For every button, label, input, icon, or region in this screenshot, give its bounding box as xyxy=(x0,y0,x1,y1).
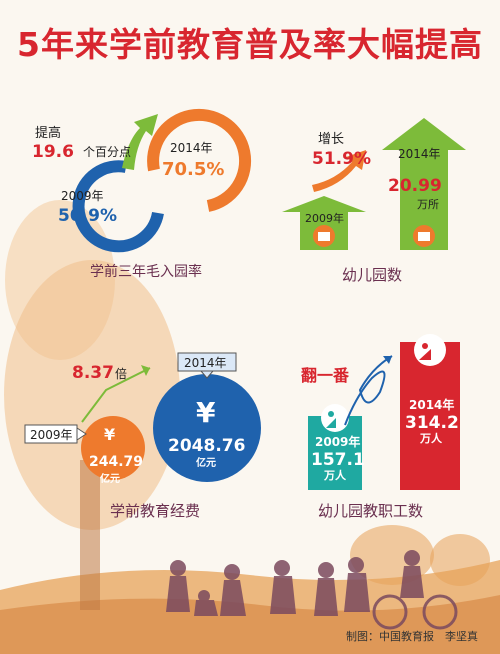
yuan-symbol-2014: ¥ xyxy=(196,396,216,429)
staff-unit-2009: 万人 xyxy=(323,468,347,482)
ring-increase-prefix: 提高 xyxy=(35,125,61,141)
funding-year-2014: 2014年 xyxy=(184,356,227,370)
staff-year-2009: 2009年 xyxy=(315,434,360,449)
bar-arrow-2014 xyxy=(382,118,466,250)
staff-increase-text: 翻一番 xyxy=(301,366,350,385)
ring-value-2014: 70.5% xyxy=(162,159,224,180)
funding-year-2009: 2009年 xyxy=(30,428,73,442)
bar-year-2014: 2014年 xyxy=(398,147,441,161)
ring-increase-unit: 个百分点 xyxy=(83,145,131,159)
teacher-icon-2014 xyxy=(422,343,428,349)
staff-value-2014: 314.2 xyxy=(405,413,459,433)
staff-bar-2014 xyxy=(400,342,460,490)
funding-value-2014: 2048.76 xyxy=(168,436,245,456)
teacher-body-2009 xyxy=(326,418,336,428)
funding-increase-arrowhead xyxy=(141,365,150,376)
bubble-2014 xyxy=(153,374,261,482)
building-icon-2014 xyxy=(418,232,430,241)
staff-year-2014: 2014年 xyxy=(409,397,454,412)
tree-right-2 xyxy=(430,534,490,586)
building-icon-2009 xyxy=(318,232,330,241)
staff-increase-arrowhead xyxy=(383,356,392,364)
children-silhouettes xyxy=(166,550,458,630)
ring-increase-value: 19.6 xyxy=(32,142,74,162)
ring-year-2014: 2014年 xyxy=(170,141,213,155)
bubble-2009 xyxy=(81,416,145,480)
ring-year-2009: 2009年 xyxy=(61,189,104,203)
funding-increase-line xyxy=(81,367,151,423)
bar-year-2009: 2009年 xyxy=(305,211,344,225)
funding-increase-value: 8.37 xyxy=(72,363,114,383)
funding-increase-unit: 倍 xyxy=(115,366,127,381)
increase-arrow xyxy=(122,114,158,170)
yuan-symbol-2009: ¥ xyxy=(104,425,115,444)
ring-2009 xyxy=(72,160,164,253)
page-title: 5年来学前教育普及率大幅提高 xyxy=(17,25,483,64)
staff-increase-arrow xyxy=(344,355,393,426)
ring-value-2009: 50.9% xyxy=(58,206,117,226)
credit-text: 制图：中国教育报 李坚真 xyxy=(346,630,478,643)
teacher-body-2014 xyxy=(419,349,431,360)
funding-chart-label: 学前教育经费 xyxy=(110,502,200,520)
staff-value-2009: 157.1 xyxy=(311,450,365,470)
ground-lower-shape xyxy=(0,595,500,654)
funding-unit-2009: 亿元 xyxy=(100,472,120,485)
teacher-icon-2009 xyxy=(328,411,334,417)
bar-increase-prefix: 增长 xyxy=(318,132,344,147)
bar-arrow-2009 xyxy=(282,196,366,250)
bar-value-2014: 20.99 xyxy=(388,176,442,196)
bar-unit-2014: 万所 xyxy=(417,198,439,211)
teacher-icon-2009-bg xyxy=(321,404,349,432)
staff-unit-2014: 万人 xyxy=(419,431,443,445)
bar-increase-arrow xyxy=(312,150,366,192)
bar-increase-value: 51.9% xyxy=(312,149,371,169)
funding-unit-2014: 亿元 xyxy=(196,456,216,469)
year-box-2009-pointer xyxy=(76,427,87,441)
ring-2014 xyxy=(147,108,252,212)
ring-chart-label: 学前三年毛入园率 xyxy=(90,263,202,280)
year-box-2014-pointer xyxy=(199,370,215,379)
staff-chart-label: 幼儿园教职工数 xyxy=(318,502,423,520)
tree-trunk xyxy=(80,460,100,610)
bar-chart-label: 幼儿园数 xyxy=(342,266,402,284)
funding-value-2009: 244.79 xyxy=(89,454,143,470)
